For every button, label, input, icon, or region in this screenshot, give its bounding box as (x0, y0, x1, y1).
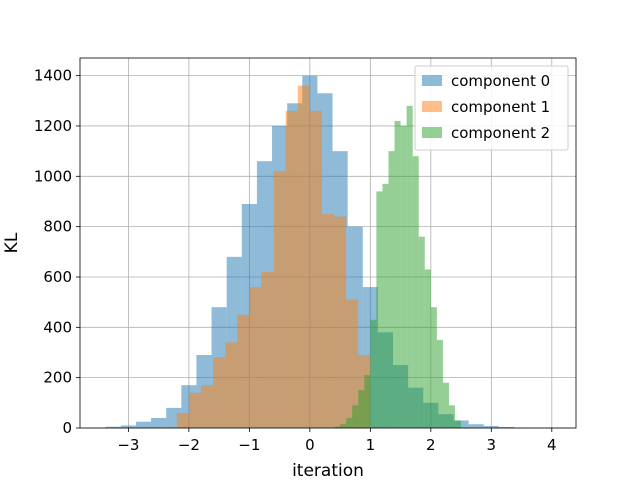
x-tick-label: 3 (487, 436, 497, 454)
histogram-bar (334, 426, 341, 428)
histogram-bar (285, 110, 298, 428)
histogram-bar (430, 307, 437, 428)
histogram-bar (188, 392, 201, 428)
histogram-bar (406, 105, 413, 429)
x-tick-label: 0 (305, 436, 315, 454)
histogram-bar (346, 417, 353, 428)
histogram-bar (418, 236, 425, 428)
legend-swatch (422, 127, 442, 138)
legend: component 0 component 1 component 2 (414, 65, 569, 151)
legend-swatch (422, 101, 442, 112)
histogram-bar (309, 110, 322, 428)
histogram-bar (370, 319, 377, 428)
histogram-bar (334, 216, 347, 428)
histogram-bar (249, 287, 262, 428)
histogram-bar (483, 425, 499, 428)
histogram-bar (424, 269, 431, 428)
y-tick-label: 0 (62, 419, 72, 437)
legend-entry-label: component 2 (451, 124, 550, 142)
y-tick-label: 1200 (34, 117, 72, 135)
y-tick-label: 1400 (34, 67, 72, 85)
histogram-bar (352, 405, 359, 428)
x-axis-label: iteration (292, 461, 364, 480)
series-2-bars (334, 105, 462, 429)
histogram-bar (225, 342, 238, 428)
histogram-bar (105, 426, 121, 428)
y-tick-label: 800 (43, 218, 72, 236)
y-tick-label: 1000 (34, 167, 72, 185)
histogram-bar (176, 412, 189, 428)
histogram-bar (346, 299, 359, 428)
histogram-bar (135, 421, 152, 428)
histogram-bar (273, 171, 286, 428)
x-tick-label: 1 (366, 436, 376, 454)
histogram-bar (151, 417, 167, 428)
histogram-bar (340, 424, 347, 428)
x-tick-label: 2 (426, 436, 436, 454)
histogram-bar (376, 191, 383, 428)
histogram-bar (394, 120, 401, 428)
legend-box (414, 65, 569, 151)
histogram-bar (382, 183, 389, 428)
histogram-bar (358, 390, 365, 428)
x-tick-label: −2 (178, 436, 200, 454)
legend-swatch (422, 75, 442, 86)
histogram-bar (261, 271, 274, 428)
histogram-bar (455, 420, 462, 428)
plot-frame (79, 57, 577, 429)
histogram-bar (388, 151, 395, 428)
histogram-bar (213, 357, 226, 428)
histogram-bar (453, 420, 469, 428)
y-axis-label: KL (2, 232, 22, 253)
x-tick-label: −1 (238, 436, 260, 454)
axis-ticks: −3 −2 −1 0 1 2 3 4 0 200 400 600 800 1000 1200 1400 (34, 67, 557, 454)
histogram-bars (105, 75, 530, 429)
x-tick-label: −3 (117, 436, 139, 454)
histogram-bar (237, 314, 250, 428)
x-tick-label: 4 (547, 436, 557, 454)
y-tick-label: 600 (43, 268, 72, 286)
histogram-bar (364, 375, 371, 428)
histogram-bar (412, 156, 419, 428)
histogram-bar (200, 385, 214, 428)
legend-entry-label: component 0 (451, 72, 550, 90)
y-tick-label: 400 (43, 318, 72, 336)
histogram-bar (120, 425, 136, 428)
histogram-bar (498, 426, 514, 428)
histogram-bar (468, 424, 484, 428)
legend-entry-label: component 1 (451, 98, 550, 116)
histogram-bar (297, 85, 310, 428)
histogram-bar (436, 339, 443, 428)
histogram-bar (400, 125, 407, 429)
series-1-bars (176, 85, 371, 428)
y-tick-label: 200 (43, 369, 72, 387)
histogram-bar (442, 382, 449, 428)
histogram-bar (321, 214, 335, 428)
histogram-bar (448, 405, 456, 428)
